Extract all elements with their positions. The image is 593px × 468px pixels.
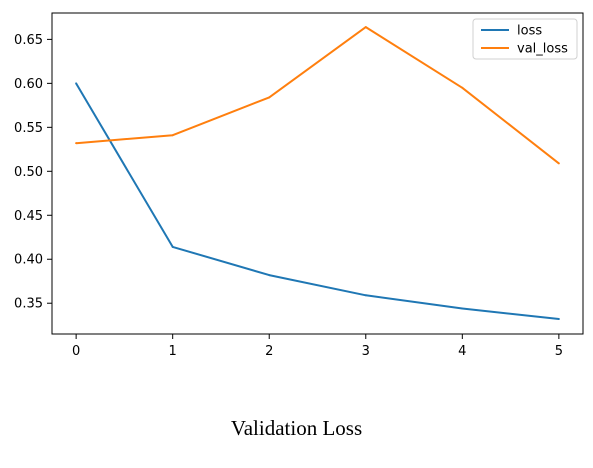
y-tick-label-4: 0.55 (14, 121, 43, 136)
y-tick-label-0: 0.35 (14, 297, 43, 312)
point-loss-4 (461, 307, 464, 310)
y-tick-label-6: 0.65 (14, 33, 43, 48)
point-val-loss-0 (75, 142, 78, 145)
series-line-val-loss (76, 26, 560, 165)
x-tick-label-3: 3 (362, 344, 370, 359)
point-val-loss-3 (364, 26, 367, 29)
series-layer (75, 26, 560, 321)
y-tick-label-3: 0.50 (14, 165, 43, 180)
point-val-loss-4 (461, 86, 464, 89)
y-tick-label-1: 0.40 (14, 253, 43, 268)
point-loss-3 (364, 294, 367, 297)
point-val-loss-5 (557, 162, 560, 165)
x-tick-label-2: 2 (265, 344, 273, 359)
plot-frame (51, 12, 584, 335)
point-loss-1 (171, 245, 174, 248)
x-tick-label-1: 1 (169, 344, 177, 359)
legend: loss val_loss (472, 18, 578, 60)
point-val-loss-2 (268, 96, 271, 99)
figure-caption: Validation Loss (230, 416, 363, 440)
legend-label-val-loss: val_loss (517, 42, 568, 57)
line-chart: 0.35 0.40 0.45 0.50 0.55 0.60 0.65 0 1 2 3 4 5 loss v… (14, 12, 584, 359)
point-val-loss-1 (171, 134, 174, 137)
x-tick-label-0: 0 (72, 344, 80, 359)
axes: 0.35 0.40 0.45 0.50 0.55 0.60 0.65 0 1 2 3 4 5 (14, 12, 584, 359)
x-tick-label-4: 4 (458, 344, 466, 359)
point-loss-2 (268, 274, 271, 277)
series-line-loss (75, 82, 560, 320)
y-tick-label-5: 0.60 (14, 77, 43, 92)
point-loss-0 (75, 82, 78, 85)
point-loss-5 (557, 318, 560, 321)
x-tick-label-5: 5 (555, 344, 563, 359)
y-tick-label-2: 0.45 (14, 209, 43, 224)
legend-label-loss: loss (517, 24, 542, 39)
